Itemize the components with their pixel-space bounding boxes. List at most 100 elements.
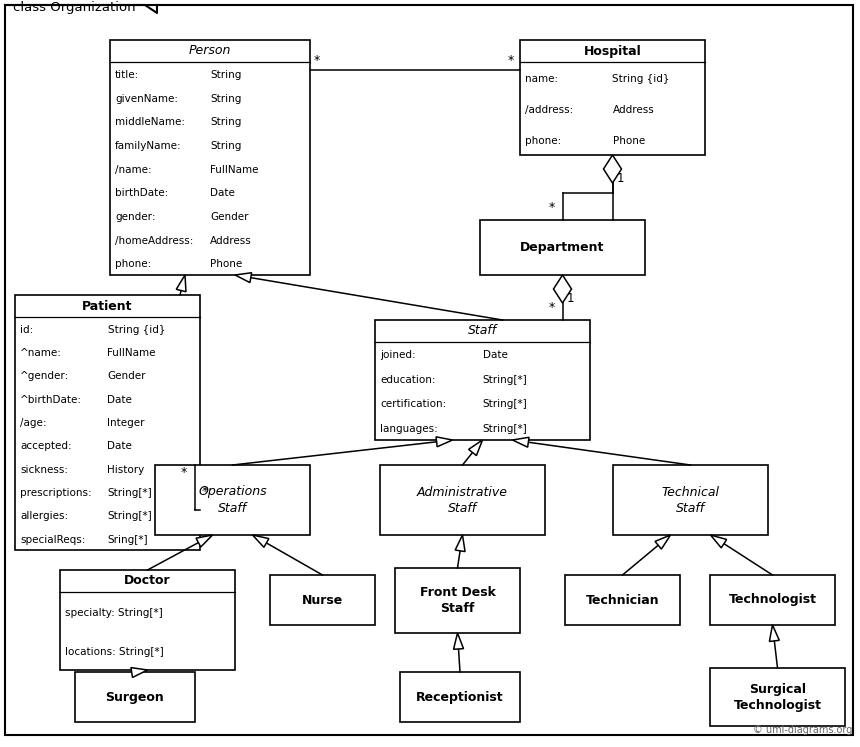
Text: Doctor: Doctor: [124, 574, 171, 587]
Text: Technical
Staff: Technical Staff: [661, 486, 720, 515]
Text: Address: Address: [210, 236, 252, 246]
Text: Staff: Staff: [468, 324, 497, 338]
Text: *: *: [508, 54, 514, 67]
Text: class Organization: class Organization: [13, 1, 136, 13]
Text: 1: 1: [567, 292, 574, 305]
Polygon shape: [655, 535, 671, 549]
Text: birthDate:: birthDate:: [115, 188, 169, 199]
Text: © uml-diagrams.org: © uml-diagrams.org: [752, 725, 852, 735]
Text: String: String: [210, 93, 242, 104]
Text: givenName:: givenName:: [115, 93, 178, 104]
Bar: [565, 575, 680, 625]
Polygon shape: [455, 535, 465, 551]
Text: Technician: Technician: [586, 594, 660, 607]
Text: id:: id:: [20, 325, 34, 335]
Text: /age:: /age:: [20, 418, 46, 428]
Bar: [75, 672, 195, 722]
Text: String[*]: String[*]: [482, 424, 527, 434]
Text: *: *: [202, 485, 208, 498]
Text: Date: Date: [210, 188, 235, 199]
Text: certification:: certification:: [380, 400, 446, 409]
Text: FullName: FullName: [108, 348, 156, 358]
Text: locations: String[*]: locations: String[*]: [65, 648, 163, 657]
Text: Phone: Phone: [612, 136, 645, 146]
Text: String: String: [210, 70, 242, 80]
Text: Address: Address: [612, 105, 654, 115]
Text: specialReqs:: specialReqs:: [20, 535, 85, 545]
Text: /name:: /name:: [115, 164, 151, 175]
Text: String[*]: String[*]: [108, 511, 152, 521]
Bar: [395, 568, 520, 633]
Text: Surgical
Technologist: Surgical Technologist: [734, 683, 821, 711]
Text: gender:: gender:: [115, 212, 156, 222]
Text: Administrative
Staff: Administrative Staff: [417, 486, 508, 515]
Text: phone:: phone:: [525, 136, 562, 146]
Text: Date: Date: [108, 441, 132, 451]
Text: /homeAddress:: /homeAddress:: [115, 236, 194, 246]
Text: Gender: Gender: [108, 371, 146, 382]
Text: String[*]: String[*]: [482, 400, 527, 409]
Text: FullName: FullName: [210, 164, 259, 175]
Text: name:: name:: [525, 74, 558, 84]
Bar: [375, 320, 590, 440]
Text: Technologist: Technologist: [728, 594, 816, 607]
Text: ^gender:: ^gender:: [20, 371, 70, 382]
Bar: [400, 672, 520, 722]
Polygon shape: [770, 625, 779, 642]
Bar: [155, 465, 310, 535]
Polygon shape: [453, 633, 464, 649]
Polygon shape: [176, 275, 186, 292]
Text: *: *: [314, 54, 320, 67]
Text: /address:: /address:: [525, 105, 574, 115]
Text: String[*]: String[*]: [482, 375, 527, 385]
Text: String {id}: String {id}: [108, 325, 165, 335]
Bar: [60, 570, 235, 670]
Bar: [710, 668, 845, 726]
Bar: [480, 220, 645, 275]
Text: Gender: Gender: [210, 212, 249, 222]
Text: Patient: Patient: [83, 300, 132, 312]
Text: Operations
Staff: Operations Staff: [198, 486, 267, 515]
Text: ^birthDate:: ^birthDate:: [20, 394, 82, 405]
Bar: [15, 295, 200, 550]
Text: History: History: [108, 465, 144, 474]
Bar: [270, 575, 375, 625]
Text: education:: education:: [380, 375, 435, 385]
Polygon shape: [196, 535, 212, 547]
Text: middleName:: middleName:: [115, 117, 185, 127]
Text: Date: Date: [482, 350, 507, 361]
Text: Receptionist: Receptionist: [416, 690, 504, 704]
Text: familyName:: familyName:: [115, 141, 181, 151]
Text: Hospital: Hospital: [584, 45, 642, 58]
Text: phone:: phone:: [115, 259, 151, 270]
Text: Front Desk
Staff: Front Desk Staff: [420, 586, 495, 615]
Text: specialty: String[*]: specialty: String[*]: [65, 609, 163, 619]
Text: prescriptions:: prescriptions:: [20, 488, 92, 498]
Text: *: *: [181, 466, 187, 479]
Text: Integer: Integer: [108, 418, 145, 428]
Text: allergies:: allergies:: [20, 511, 68, 521]
Polygon shape: [604, 155, 622, 183]
Text: Phone: Phone: [210, 259, 243, 270]
Text: Department: Department: [520, 241, 605, 254]
Text: String: String: [210, 117, 242, 127]
Text: String[*]: String[*]: [108, 488, 152, 498]
Polygon shape: [253, 535, 269, 548]
Text: Sring[*]: Sring[*]: [108, 535, 148, 545]
Polygon shape: [710, 535, 727, 548]
Text: Surgeon: Surgeon: [106, 690, 164, 704]
Bar: [380, 465, 545, 535]
Text: title:: title:: [115, 70, 139, 80]
Text: *: *: [549, 201, 555, 214]
Polygon shape: [554, 275, 572, 303]
Bar: [613, 465, 768, 535]
Text: ^name:: ^name:: [20, 348, 62, 358]
Text: languages:: languages:: [380, 424, 438, 434]
Bar: [110, 40, 310, 275]
Text: sickness:: sickness:: [20, 465, 68, 474]
Text: Nurse: Nurse: [302, 594, 343, 607]
Bar: [710, 575, 835, 625]
Bar: [520, 40, 705, 155]
Polygon shape: [513, 437, 529, 447]
Text: String {id}: String {id}: [612, 74, 670, 84]
